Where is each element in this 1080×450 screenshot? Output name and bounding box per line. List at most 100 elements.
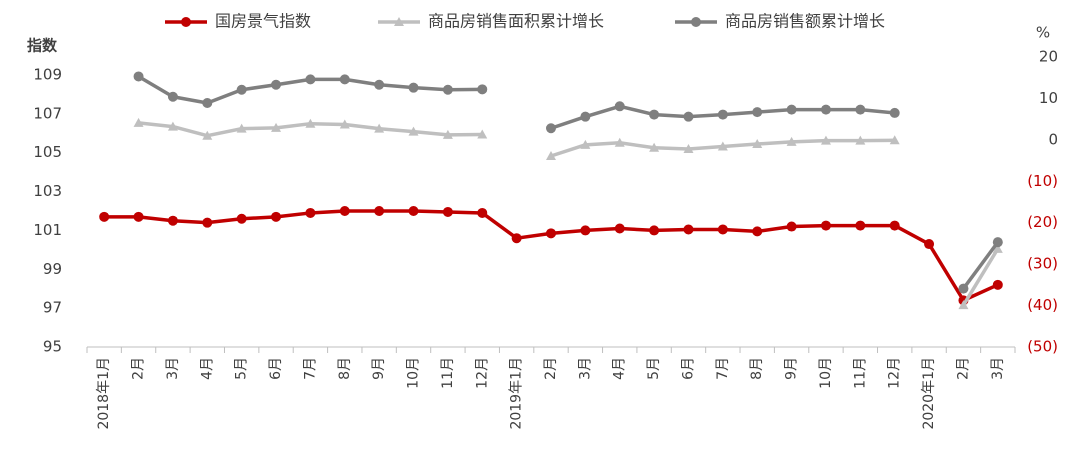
line	[961, 247, 1000, 307]
x-tick-label: 12月	[887, 357, 903, 389]
legend-marker	[394, 17, 404, 26]
marker	[133, 117, 144, 127]
y2-tick-label: (10)	[1027, 172, 1058, 190]
legend-label: 国房景气指数	[215, 12, 311, 31]
x-tick-label: 4月	[199, 357, 215, 380]
y2-tick-label: 0	[1048, 130, 1058, 148]
x-tick-label: 10月	[818, 357, 834, 389]
marker	[820, 220, 831, 231]
marker	[374, 79, 385, 90]
marker	[546, 123, 556, 134]
y-axis-label: 指数	[27, 37, 58, 55]
marker	[958, 283, 969, 294]
marker	[992, 237, 1003, 248]
x-tick-label: 9月	[784, 357, 800, 380]
marker	[855, 104, 866, 115]
marker	[202, 130, 213, 140]
series	[133, 117, 1003, 310]
marker	[649, 109, 660, 120]
marker	[374, 123, 385, 133]
marker	[408, 206, 419, 216]
marker	[133, 71, 144, 82]
marker	[546, 228, 556, 239]
marker	[649, 142, 660, 152]
y2-tick-label: 10	[1039, 89, 1058, 107]
line	[962, 241, 1000, 290]
marker	[992, 243, 1003, 253]
x-tick-label: 9月	[371, 357, 387, 380]
x-tick-label: 8月	[749, 357, 765, 380]
x-tick-label: 2020年1月	[921, 357, 937, 430]
x-tick-label: 2019年1月	[509, 357, 525, 430]
marker	[855, 135, 866, 145]
marker	[374, 206, 385, 216]
marker	[752, 107, 763, 118]
marker	[614, 223, 625, 234]
x-tick-label: 8月	[337, 357, 353, 380]
marker	[236, 84, 247, 95]
marker	[717, 224, 728, 235]
legend-marker	[691, 17, 701, 27]
marker	[992, 279, 1003, 290]
marker	[614, 137, 625, 147]
marker	[236, 213, 247, 224]
x-tick-label: 6月	[680, 357, 696, 380]
marker	[442, 206, 453, 217]
marker	[271, 79, 282, 90]
x-tick-label: 2月	[955, 357, 971, 380]
marker	[786, 221, 797, 232]
marker	[271, 122, 282, 132]
marker	[683, 224, 694, 235]
x-tick-label: 7月	[302, 357, 318, 380]
marker	[202, 97, 213, 108]
marker	[305, 207, 316, 218]
marker	[580, 139, 591, 149]
marker	[889, 107, 900, 118]
x-tick-label: 12月	[474, 357, 490, 389]
marker	[477, 84, 488, 95]
marker	[924, 239, 935, 250]
legend-label: 商品房销售额累计增长	[725, 12, 885, 31]
marker	[167, 91, 178, 102]
legend-marker	[181, 17, 191, 27]
marker	[167, 121, 178, 131]
marker	[855, 220, 866, 231]
legend-label: 商品房销售面积累计增长	[428, 12, 604, 31]
marker	[408, 82, 419, 93]
y2-tick-label: 20	[1039, 48, 1058, 66]
marker	[305, 74, 316, 85]
marker	[442, 84, 453, 95]
marker	[546, 151, 556, 161]
y2-axis-label: %	[1036, 24, 1050, 42]
y2-tick-label: (20)	[1027, 213, 1058, 231]
marker	[580, 111, 591, 122]
x-tick-label: 6月	[268, 357, 284, 380]
x-tick-label: 2018年1月	[96, 357, 112, 430]
marker	[339, 206, 350, 216]
marker	[511, 233, 522, 244]
marker	[889, 220, 900, 231]
series	[99, 206, 1003, 306]
y-tick-label: 109	[33, 66, 62, 84]
marker	[305, 118, 316, 128]
x-tick-label: 3月	[165, 357, 181, 380]
series	[133, 71, 1003, 294]
marker	[133, 211, 144, 222]
marker	[614, 101, 625, 112]
marker	[752, 226, 763, 237]
x-tick-label: 11月	[852, 357, 868, 389]
y-tick-label: 105	[33, 143, 62, 161]
marker	[717, 141, 728, 151]
x-tick-label: 7月	[715, 357, 731, 380]
marker	[820, 104, 831, 115]
marker	[477, 129, 488, 139]
marker	[339, 119, 350, 129]
x-tick-label: 11月	[440, 357, 456, 389]
y-tick-label: 107	[33, 104, 62, 122]
x-tick-label: 2月	[543, 357, 559, 380]
y2-tick-label: (30)	[1027, 255, 1058, 273]
marker	[408, 126, 419, 136]
marker	[786, 104, 797, 115]
marker	[683, 143, 694, 153]
x-tick-label: 10月	[406, 357, 422, 389]
